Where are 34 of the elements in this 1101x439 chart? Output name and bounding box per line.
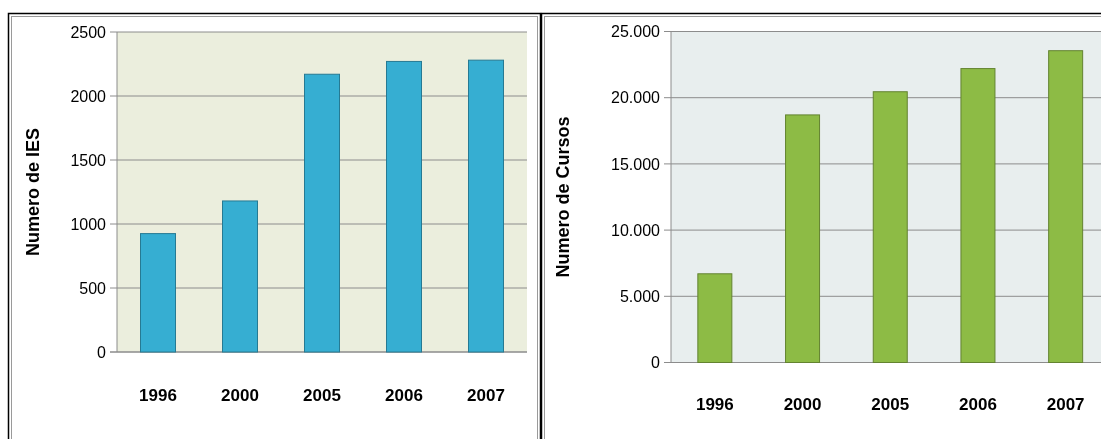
y-tick-label: 15.000 — [611, 155, 661, 173]
x-tick-label: 2007 — [467, 385, 505, 405]
x-tick-label: 2005 — [871, 394, 910, 414]
bar — [872, 91, 908, 363]
y-tick-label: 2000 — [70, 87, 107, 105]
x-tick-label: 2005 — [303, 385, 341, 405]
y-tick-label: 5.000 — [619, 287, 661, 305]
y-tick-label: 1000 — [70, 215, 107, 233]
y-tick-label: 2500 — [70, 23, 107, 41]
y-tick-label: 0 — [651, 354, 661, 372]
bar — [697, 273, 733, 363]
bar — [222, 200, 258, 353]
x-tick-label: 1996 — [139, 385, 177, 405]
bar — [140, 233, 176, 353]
bar — [960, 68, 996, 363]
bar — [785, 114, 821, 363]
bar — [386, 60, 422, 353]
bar — [1048, 50, 1084, 363]
bar — [304, 73, 340, 353]
y-tick-label: 20.000 — [611, 89, 661, 107]
x-tick-label: 2006 — [385, 385, 423, 405]
y-tick-label: 1500 — [70, 151, 107, 169]
bar — [468, 59, 504, 353]
y-tick-label: 10.000 — [611, 221, 661, 239]
x-tick-label: 2000 — [783, 394, 822, 414]
y-axis-title: Numero de IES — [23, 127, 44, 257]
x-tick-label: 2006 — [959, 394, 997, 414]
y-axis-title: Numero de Cursos — [553, 116, 574, 278]
y-tick-label: 500 — [79, 279, 107, 297]
y-tick-label: 0 — [97, 343, 107, 361]
x-tick-label: 2000 — [221, 385, 259, 405]
y-tick-label: 25.000 — [611, 23, 661, 41]
x-tick-label: 2007 — [1046, 394, 1085, 414]
x-tick-label: 1996 — [695, 394, 734, 414]
